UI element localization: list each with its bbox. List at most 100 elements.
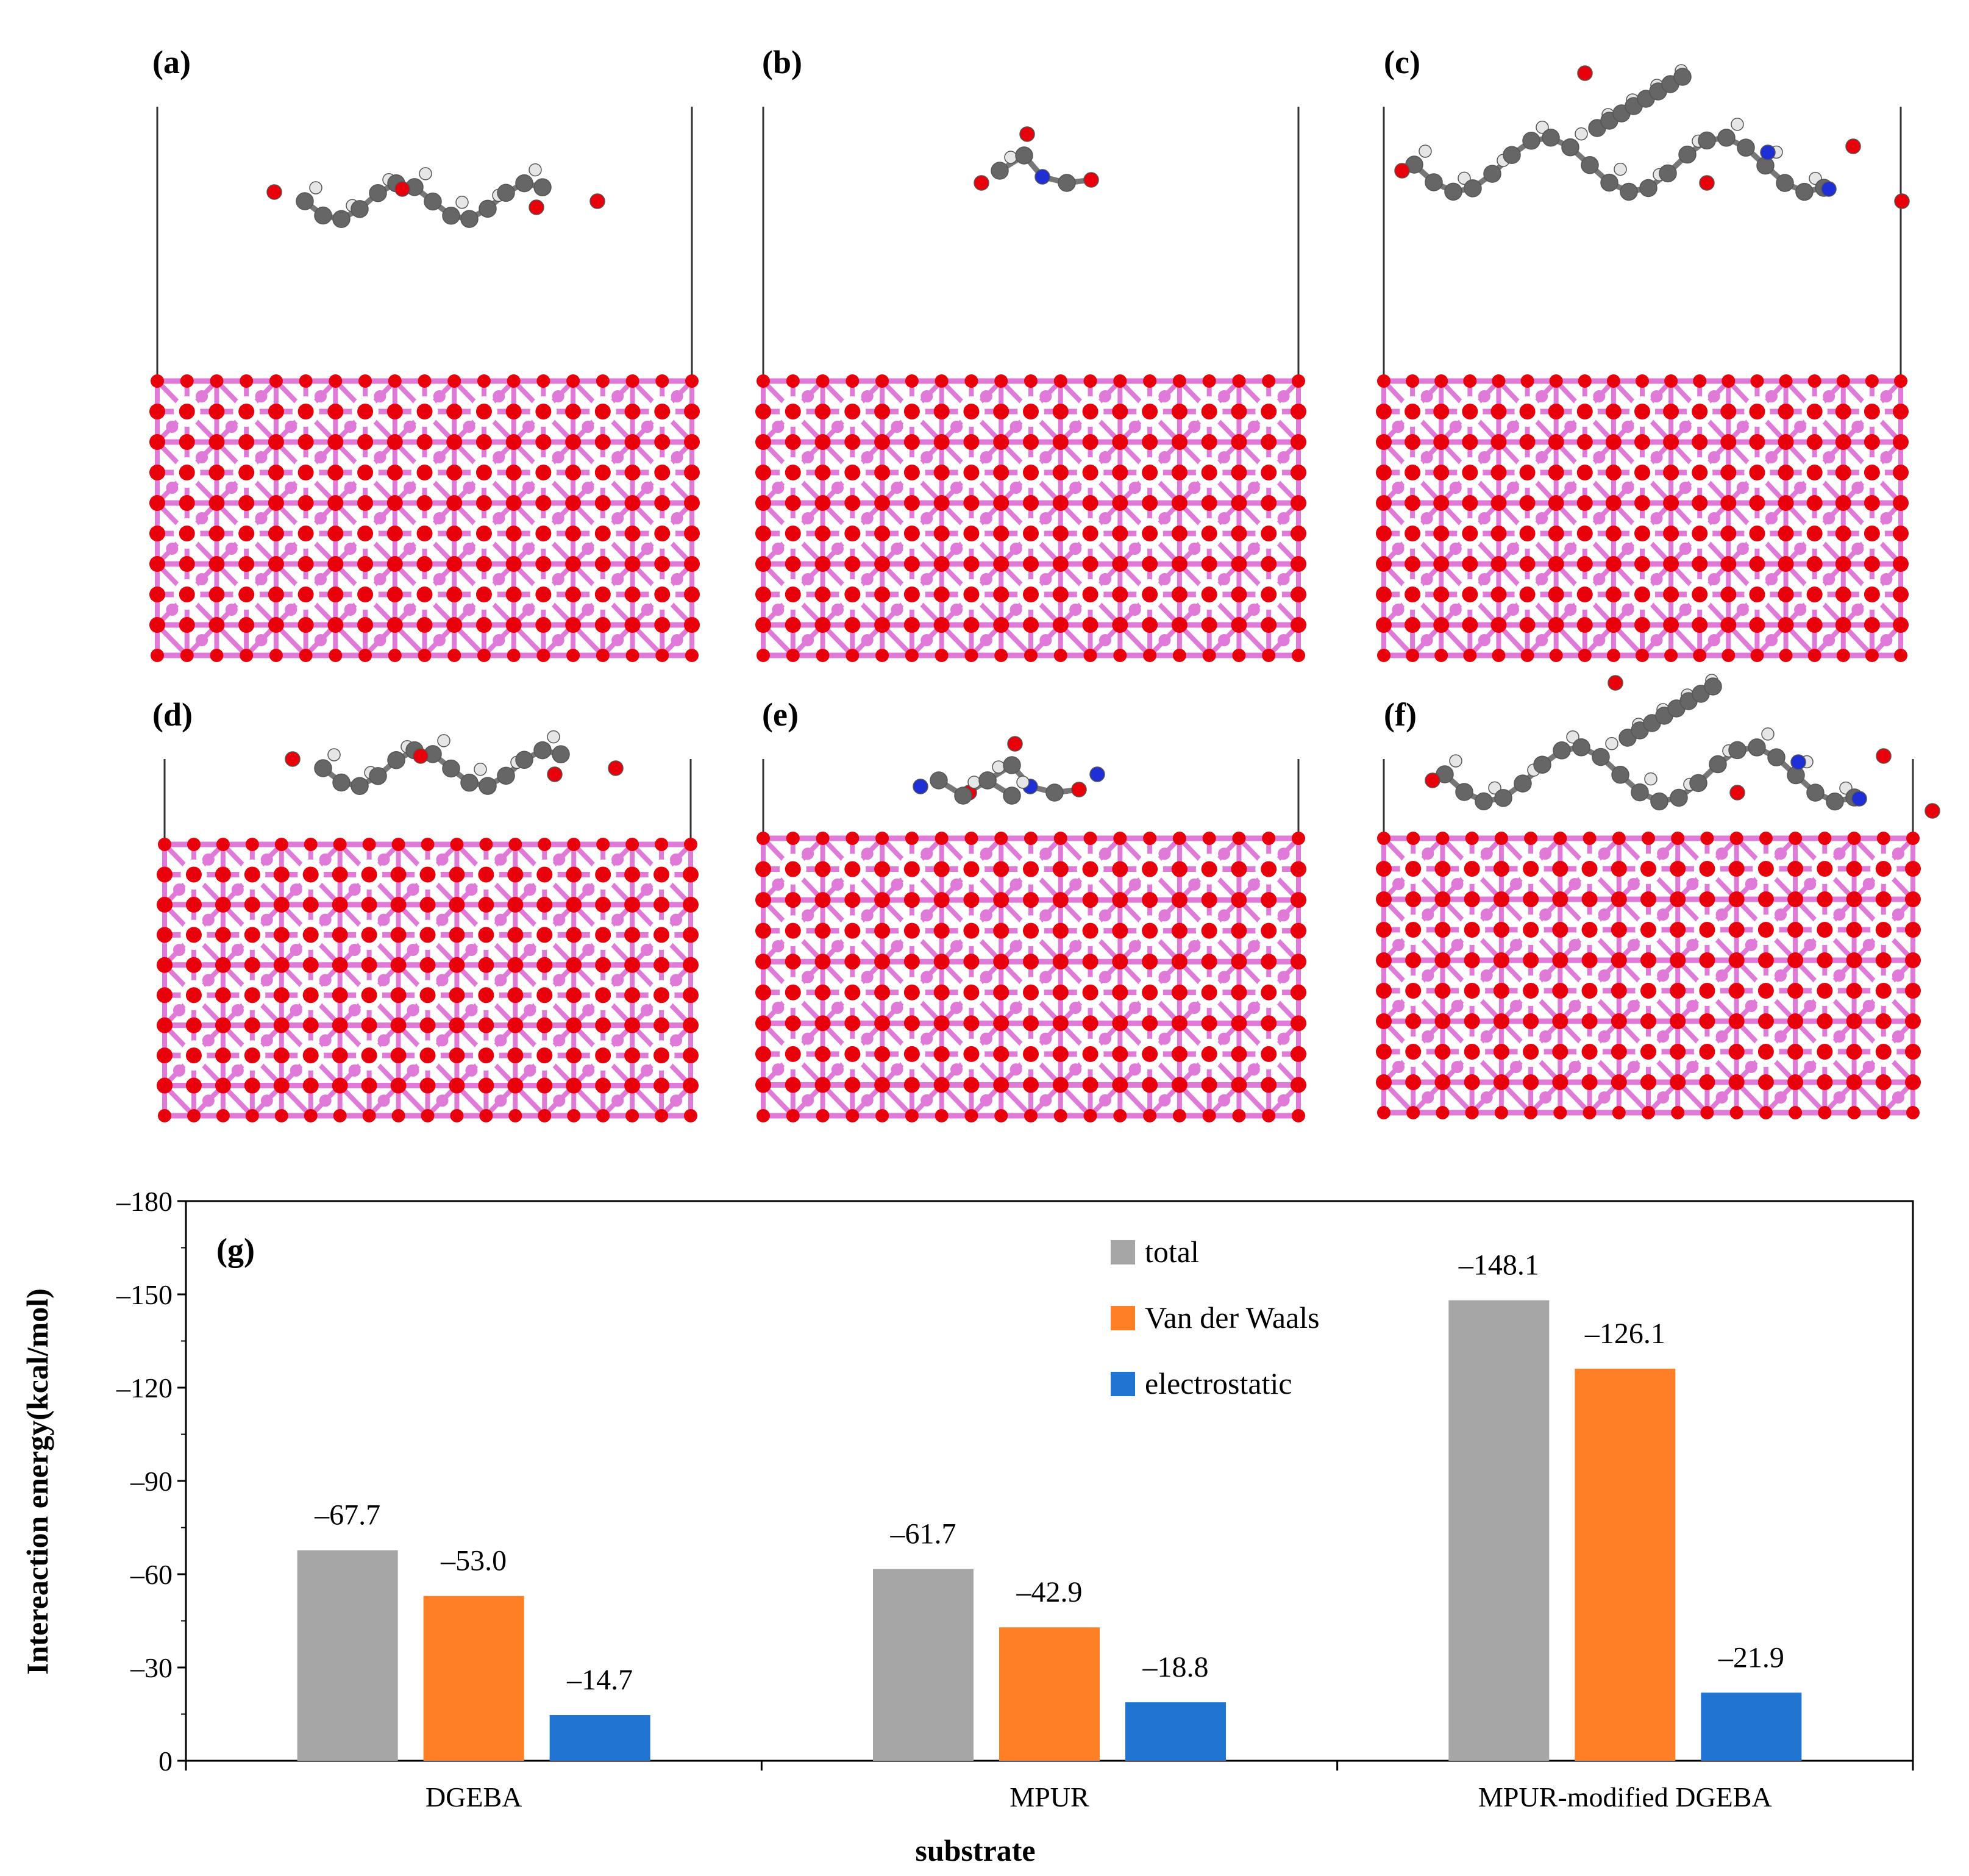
oxygen-atom <box>1835 495 1851 511</box>
silicon-atom <box>1158 909 1171 922</box>
oxygen-atom <box>507 896 524 913</box>
oxygen-atom <box>1605 434 1622 450</box>
silicon-atom <box>1707 512 1720 524</box>
oxygen-atom <box>653 1017 670 1033</box>
oxygen-atom <box>390 896 407 913</box>
oxygen-atom <box>1759 832 1773 845</box>
oxygen-atom <box>814 1015 831 1032</box>
oxygen-atom <box>388 649 402 662</box>
oxygen-atom <box>1605 556 1622 572</box>
silicon-atom <box>553 853 566 866</box>
atom <box>437 734 450 747</box>
oxygen-atom <box>785 1046 801 1062</box>
atom <box>285 751 301 767</box>
oxygen-atom <box>683 896 699 913</box>
oxygen-atom <box>994 374 1008 388</box>
oxygen-atom <box>1142 861 1158 877</box>
silicon-atom <box>831 878 844 891</box>
oxygen-atom <box>1464 1044 1480 1060</box>
silicon-atom <box>1622 543 1634 555</box>
silicon-atom <box>1564 421 1577 433</box>
atom <box>474 763 487 776</box>
oxygen-atom <box>1492 374 1506 388</box>
oxygen-atom <box>1406 649 1420 662</box>
oxygen-atom <box>1549 649 1563 662</box>
oxygen-atom <box>654 404 671 419</box>
oxygen-atom <box>1836 374 1850 388</box>
oxygen-atom <box>507 649 521 662</box>
silicon-atom <box>861 1094 874 1107</box>
oxygen-atom <box>274 838 288 851</box>
oxygen-atom <box>357 587 374 602</box>
silicon-atom <box>920 634 933 646</box>
oxygen-atom <box>1113 832 1127 845</box>
oxygen-atom <box>151 649 164 662</box>
silicon-atom <box>1277 847 1290 860</box>
oxygen-atom <box>505 526 522 541</box>
oxygen-atom <box>1052 617 1069 633</box>
oxygen-atom <box>1083 649 1097 662</box>
oxygen-atom <box>963 1077 980 1093</box>
oxygen-atom <box>180 649 194 662</box>
silicon-atom <box>348 1064 361 1077</box>
silicon-atom <box>950 878 963 891</box>
oxygen-atom <box>333 1109 347 1122</box>
atom <box>991 162 1009 180</box>
oxygen-atom <box>1142 984 1158 1000</box>
oxygen-atom <box>596 649 610 662</box>
silicon-atom <box>1009 878 1022 891</box>
silicon-atom <box>1536 512 1548 524</box>
silicon-atom <box>920 909 933 922</box>
oxygen-atom <box>157 1017 173 1033</box>
silicon-atom <box>225 543 238 555</box>
silicon-atom <box>1039 971 1052 983</box>
oxygen-atom <box>449 1017 465 1033</box>
oxygen-atom <box>1817 861 1833 877</box>
silicon-atom <box>1069 1063 1082 1076</box>
oxygen-atom <box>244 1077 260 1094</box>
silicon-atom <box>196 634 208 646</box>
oxygen-atom <box>1728 1013 1745 1029</box>
oxygen-atom <box>1835 587 1851 602</box>
oxygen-atom <box>1462 617 1478 633</box>
silicon-atom <box>1128 878 1141 891</box>
oxygen-atom <box>993 587 1009 602</box>
oxygen-atom <box>446 465 463 480</box>
oxygen-atom <box>1261 954 1277 970</box>
oxygen-atom <box>1552 1013 1568 1029</box>
oxygen-atom <box>874 861 891 877</box>
oxygen-atom <box>1581 922 1598 938</box>
oxygen-atom <box>1052 922 1069 939</box>
silicon-atom <box>407 883 419 896</box>
oxygen-atom <box>238 465 255 480</box>
oxygen-atom <box>179 587 195 602</box>
atom <box>967 776 981 789</box>
oxygen-atom <box>1835 617 1851 633</box>
oxygen-atom <box>1405 1044 1422 1060</box>
oxygen-atom <box>1433 495 1450 511</box>
silicon-atom <box>611 451 624 463</box>
silicon-atom <box>1564 482 1577 494</box>
silicon-atom <box>1745 1061 1757 1073</box>
oxygen-atom <box>625 649 639 662</box>
oxygen-atom <box>1846 891 1862 907</box>
oxygen-atom <box>993 892 1009 908</box>
oxygen-atom <box>1634 526 1650 541</box>
atom <box>515 174 533 193</box>
oxygen-atom <box>1548 587 1564 602</box>
oxygen-atom <box>905 374 919 388</box>
oxygen-atom <box>386 495 403 511</box>
oxygen-atom <box>874 495 891 511</box>
oxygen-atom <box>478 987 494 1004</box>
silicon-atom <box>1069 421 1082 433</box>
oxygen-atom <box>238 526 255 541</box>
oxygen-atom <box>755 587 771 602</box>
silicon-atom <box>1598 1091 1611 1104</box>
oxygen-atom <box>1640 922 1656 938</box>
oxygen-atom <box>1376 465 1392 480</box>
oxygen-atom <box>903 922 920 939</box>
oxygen-atom <box>332 1017 348 1033</box>
oxygen-atom <box>1261 526 1277 541</box>
silicon-atom <box>493 634 505 646</box>
silicon-atom <box>1098 1032 1111 1045</box>
